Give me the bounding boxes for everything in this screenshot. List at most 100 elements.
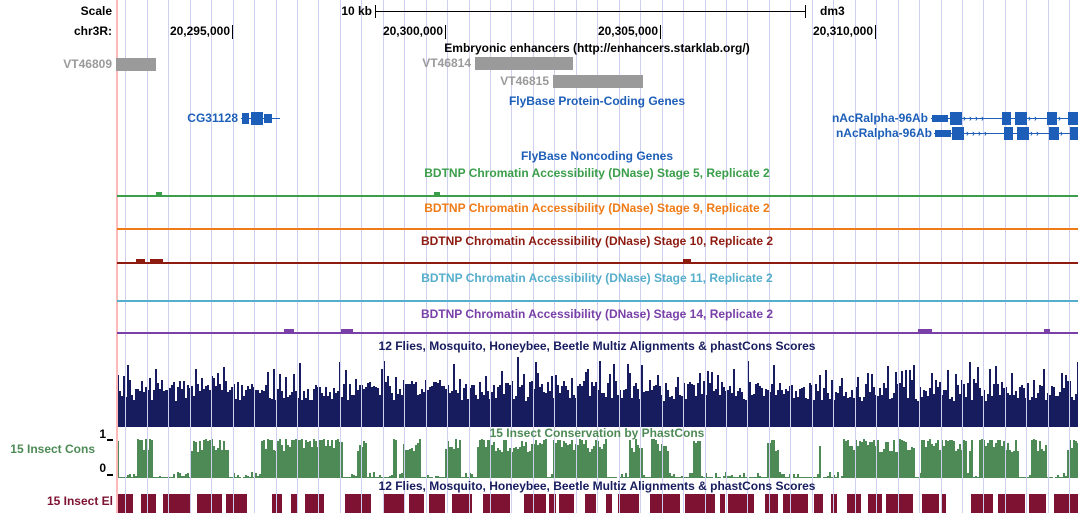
gene-exon-box[interactable] (1004, 127, 1013, 140)
bdtnp-signal-line-stage-0[interactable] (117, 195, 1078, 197)
gene-exon-box[interactable] (264, 114, 272, 123)
track-title-bdtnp-stage14[interactable]: BDTNP Chromatin Accessibility (DNase) St… (420, 307, 774, 321)
gene-exon-box[interactable] (1015, 112, 1027, 125)
insect-el-element-block[interactable] (559, 494, 574, 513)
bdtnp-signal-line-stage-2[interactable] (117, 262, 1078, 264)
gene-exon-box[interactable] (952, 127, 964, 140)
insect-el-element-block[interactable] (272, 494, 282, 513)
insect-el-left-label[interactable]: 15 Insect El (46, 494, 113, 508)
insect-el-element-block[interactable] (971, 494, 993, 513)
bdtnp-signal-line-stage-1[interactable] (117, 228, 1078, 230)
insect-el-element-block[interactable] (922, 494, 939, 513)
insect-el-element-block[interactable] (1054, 494, 1078, 513)
gene-exon-box[interactable] (1068, 112, 1078, 125)
bdtnp-signal-line-stage-3[interactable] (117, 300, 1078, 302)
insect-el-element-block[interactable] (163, 494, 191, 513)
track-title-multiz[interactable]: 12 Flies, Mosquito, Honeybee, Beetle Mul… (378, 339, 816, 353)
insect-el-element-block[interactable] (291, 494, 297, 513)
insect-el-element-block[interactable] (814, 494, 823, 513)
gene-exon-box[interactable] (935, 130, 951, 137)
insect-el-element-block[interactable] (409, 494, 424, 513)
gene-exon-box[interactable] (1002, 112, 1011, 125)
insect-el-element-block[interactable] (618, 494, 639, 513)
gene-exon-box[interactable] (1049, 127, 1059, 140)
enhancer-item-box[interactable] (475, 57, 573, 70)
enhancer-item-box[interactable] (116, 58, 156, 71)
bdtnp-signal-line-stage-4[interactable] (117, 332, 1078, 334)
phastcons-histogram-bar (131, 477, 133, 478)
insect-el-element-block[interactable] (868, 494, 882, 513)
gridline (962, 0, 963, 513)
gene-exon-box[interactable] (1047, 112, 1057, 125)
track-title-phastcons[interactable]: 15 Insect Conservation by PhastCons (489, 426, 705, 440)
phastcons-histogram-bar (229, 477, 231, 478)
phastcons-histogram-bar (1055, 477, 1057, 478)
insect-el-element-block[interactable] (305, 494, 324, 513)
gene-exon-box[interactable] (1070, 127, 1078, 140)
insect-el-element-block[interactable] (452, 494, 472, 513)
track-title-enhancers[interactable]: Embryonic enhancers (http://enhancers.st… (444, 41, 750, 55)
insect-el-element-block[interactable] (549, 494, 556, 513)
track-title-multiz-2[interactable]: 12 Flies, Mosquito, Honeybee, Beetle Mul… (378, 479, 816, 493)
multiz-histogram-bar (877, 396, 879, 427)
multiz-histogram-bar (697, 383, 699, 427)
insect-el-element-block[interactable] (141, 494, 156, 513)
phastcons-histogram-bar (1045, 445, 1047, 478)
multiz-histogram-bar (723, 387, 725, 427)
enhancer-item-box[interactable] (553, 75, 643, 88)
gene-exon-box[interactable] (1017, 127, 1029, 140)
multiz-histogram-bar (203, 389, 205, 427)
multiz-histogram-bar (273, 369, 275, 427)
insect-el-element-block[interactable] (886, 494, 913, 513)
phastcons-histogram-bar (193, 441, 195, 478)
phastcons-histogram-bar (359, 445, 361, 478)
insect-el-element-block[interactable] (524, 494, 546, 513)
insect-el-element-block[interactable] (345, 494, 371, 513)
insect-el-element-block[interactable] (197, 494, 222, 513)
insect-el-element-block[interactable] (1029, 494, 1046, 513)
insect-el-element-block[interactable] (728, 494, 754, 513)
insect-el-element-block[interactable] (847, 494, 861, 513)
phastcons-histogram-bar (687, 477, 689, 478)
track-title-noncoding-genes[interactable]: FlyBase Noncoding Genes (520, 149, 674, 163)
gene-exon-box[interactable] (932, 115, 948, 122)
phastcons-histogram-bar (673, 474, 675, 478)
insect-el-element-block[interactable] (606, 494, 612, 513)
insect-el-element-block[interactable] (831, 494, 837, 513)
track-title-bdtnp-stage5[interactable]: BDTNP Chromatin Accessibility (DNase) St… (424, 166, 770, 180)
insect-el-element-block[interactable] (998, 494, 1025, 513)
phastcons-axis-top-tick (107, 439, 113, 441)
multiz-histogram-bar (415, 382, 417, 427)
insect-el-element-block[interactable] (720, 494, 725, 513)
multiz-histogram-bar (513, 399, 515, 427)
track-title-bdtnp-stage9[interactable]: BDTNP Chromatin Accessibility (DNase) St… (424, 201, 770, 215)
insect-el-element-block[interactable] (765, 494, 778, 513)
insect-el-element-block[interactable] (650, 494, 680, 513)
multiz-histogram-bar (1019, 387, 1021, 427)
multiz-histogram-bar (671, 396, 673, 427)
phastcons-histogram-bar (347, 477, 349, 478)
phastcons-histogram-bar (137, 439, 139, 478)
insect-el-element-block[interactable] (429, 494, 445, 513)
multiz-histogram-bar (759, 386, 761, 427)
phastcons-histogram-bar (461, 477, 463, 478)
track-title-protein-genes[interactable]: FlyBase Protein-Coding Genes (508, 94, 686, 108)
multiz-histogram-bar (141, 381, 143, 427)
insect-el-element-block[interactable] (384, 494, 404, 513)
insect-el-element-block[interactable] (685, 494, 715, 513)
gene-exon-box[interactable] (242, 113, 249, 124)
multiz-histogram-bar (669, 397, 671, 427)
phastcons-histogram-bar (337, 439, 339, 478)
insect-el-element-block[interactable] (941, 494, 946, 513)
track-title-bdtnp-stage11[interactable]: BDTNP Chromatin Accessibility (DNase) St… (421, 271, 773, 285)
insect-el-element-block[interactable] (783, 494, 808, 513)
multiz-histogram-bar (983, 390, 985, 427)
insect-el-element-block[interactable] (483, 494, 510, 513)
insect-el-element-block[interactable] (585, 494, 596, 513)
insect-el-element-block[interactable] (226, 494, 247, 513)
gene-exon-box[interactable] (251, 112, 263, 125)
phastcons-left-label[interactable]: 15 Insect Cons (10, 442, 95, 456)
gene-exon-box[interactable] (950, 112, 962, 125)
track-title-bdtnp-stage10[interactable]: BDTNP Chromatin Accessibility (DNase) St… (420, 234, 774, 248)
